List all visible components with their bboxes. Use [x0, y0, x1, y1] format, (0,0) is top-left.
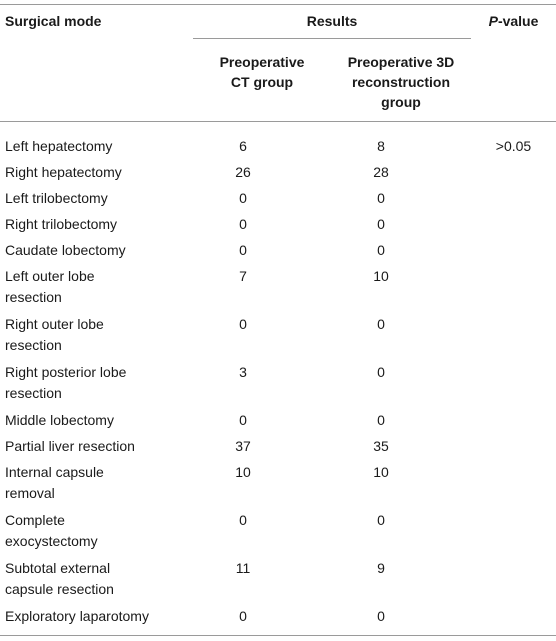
surgical-mode-line: Right trilobectomy — [5, 216, 118, 232]
recon-group-cell: 0 — [377, 412, 385, 428]
surgical-mode-cell: Partial liver resection — [5, 436, 185, 457]
recon-group-cell: 0 — [377, 512, 385, 528]
p-value-cell: >0.05 — [495, 138, 532, 154]
surgical-mode-line: Subtotal external — [5, 560, 111, 576]
surgical-mode-line: capsule resection — [5, 581, 114, 597]
header-p-value: P-value — [471, 11, 556, 31]
header-ct-line1: Preoperative — [219, 54, 305, 70]
recon-group-cell: 35 — [373, 438, 389, 454]
ct-group-cell: 0 — [239, 216, 247, 232]
surgical-mode-cell: Right trilobectomy — [5, 214, 185, 235]
recon-group-cell: 8 — [377, 138, 385, 154]
recon-group-cell: 28 — [373, 164, 389, 180]
surgical-mode-line: Left hepatectomy — [5, 138, 113, 154]
ct-group-cell: 0 — [239, 512, 247, 528]
header-recon-line1: Preoperative 3D — [347, 54, 455, 70]
ct-group-cell: 37 — [235, 438, 251, 454]
surgical-mode-cell: Left hepatectomy — [5, 136, 185, 157]
surgical-mode-line: Exploratory laparotomy — [5, 608, 149, 624]
recon-group-cell: 0 — [377, 242, 385, 258]
recon-group-cell: 9 — [377, 560, 385, 576]
recon-group-cell: 10 — [373, 464, 389, 480]
recon-group-cell: 0 — [377, 364, 385, 380]
ct-group-cell: 11 — [235, 560, 251, 576]
header-ct-line2: CT group — [230, 74, 294, 90]
recon-group-cell: 0 — [377, 190, 385, 206]
surgical-mode-line: Right outer lobe — [5, 316, 104, 332]
surgical-mode-line: resection — [5, 337, 62, 353]
ct-group-cell: 10 — [235, 464, 251, 480]
table-bottom-rule — [0, 635, 556, 636]
header-recon-line3: group — [381, 94, 421, 110]
table-top-rule — [0, 4, 556, 5]
header-results: Results — [306, 13, 358, 29]
surgical-mode-cell: Right hepatectomy — [5, 162, 185, 183]
surgical-mode-cell: Left outer lobe resection — [5, 266, 185, 308]
header-bottom-rule — [0, 121, 556, 122]
recon-group-cell: 10 — [373, 268, 389, 284]
surgical-mode-cell: Middle lobectomy — [5, 410, 185, 431]
surgical-mode-cell: Exploratory laparotomy — [5, 606, 185, 627]
ct-group-cell: 0 — [239, 242, 247, 258]
ct-group-cell: 0 — [239, 608, 247, 624]
surgical-mode-line: Partial liver resection — [5, 438, 135, 454]
surgical-mode-line: Complete — [5, 512, 65, 528]
recon-group-cell: 0 — [377, 608, 385, 624]
header-ct-group: Preoperative CT group — [193, 52, 331, 92]
recon-group-cell: 0 — [377, 216, 385, 232]
ct-group-cell: 7 — [239, 268, 247, 284]
surgical-mode-cell: Complete exocystectomy — [5, 510, 185, 552]
surgical-mode-line: Left trilobectomy — [5, 190, 108, 206]
surgical-mode-line: Left outer lobe — [5, 268, 95, 284]
surgical-mode-line: resection — [5, 385, 62, 401]
surgical-mode-line: Caudate lobectomy — [5, 242, 126, 258]
surgical-mode-cell: Caudate lobectomy — [5, 240, 185, 261]
ct-group-cell: 26 — [235, 164, 251, 180]
ct-group-cell: 6 — [239, 138, 247, 154]
header-p-suffix: -value — [497, 13, 539, 29]
surgical-mode-cell: Subtotal external capsule resection — [5, 558, 185, 600]
surgical-mode-cell: Left trilobectomy — [5, 188, 185, 209]
surgical-mode-cell: Right outer lobe resection — [5, 314, 185, 356]
header-recon-group: Preoperative 3D reconstruction group — [331, 52, 471, 112]
ct-group-cell: 0 — [239, 190, 247, 206]
ct-group-cell: 0 — [239, 316, 247, 332]
surgical-mode-line: removal — [5, 485, 55, 501]
surgical-mode-line: exocystectomy — [5, 533, 98, 549]
recon-group-cell: 0 — [377, 316, 385, 332]
surgical-mode-line: Internal capsule — [5, 464, 104, 480]
surgical-mode-cell: Right posterior lobe resection — [5, 362, 185, 404]
ct-group-cell: 3 — [239, 364, 247, 380]
header-recon-line2: reconstruction — [351, 74, 450, 90]
ct-group-cell: 0 — [239, 412, 247, 428]
header-p-italic: P — [488, 13, 498, 29]
surgical-mode-cell: Internal capsule removal — [5, 462, 185, 504]
surgical-mode-line: Right hepatectomy — [5, 164, 122, 180]
surgical-mode-line: Right posterior lobe — [5, 364, 127, 380]
surgical-mode-line: resection — [5, 289, 62, 305]
header-surgical-mode: Surgical mode — [5, 13, 102, 29]
results-subheader-rule — [193, 38, 471, 39]
surgical-mode-line: Middle lobectomy — [5, 412, 114, 428]
